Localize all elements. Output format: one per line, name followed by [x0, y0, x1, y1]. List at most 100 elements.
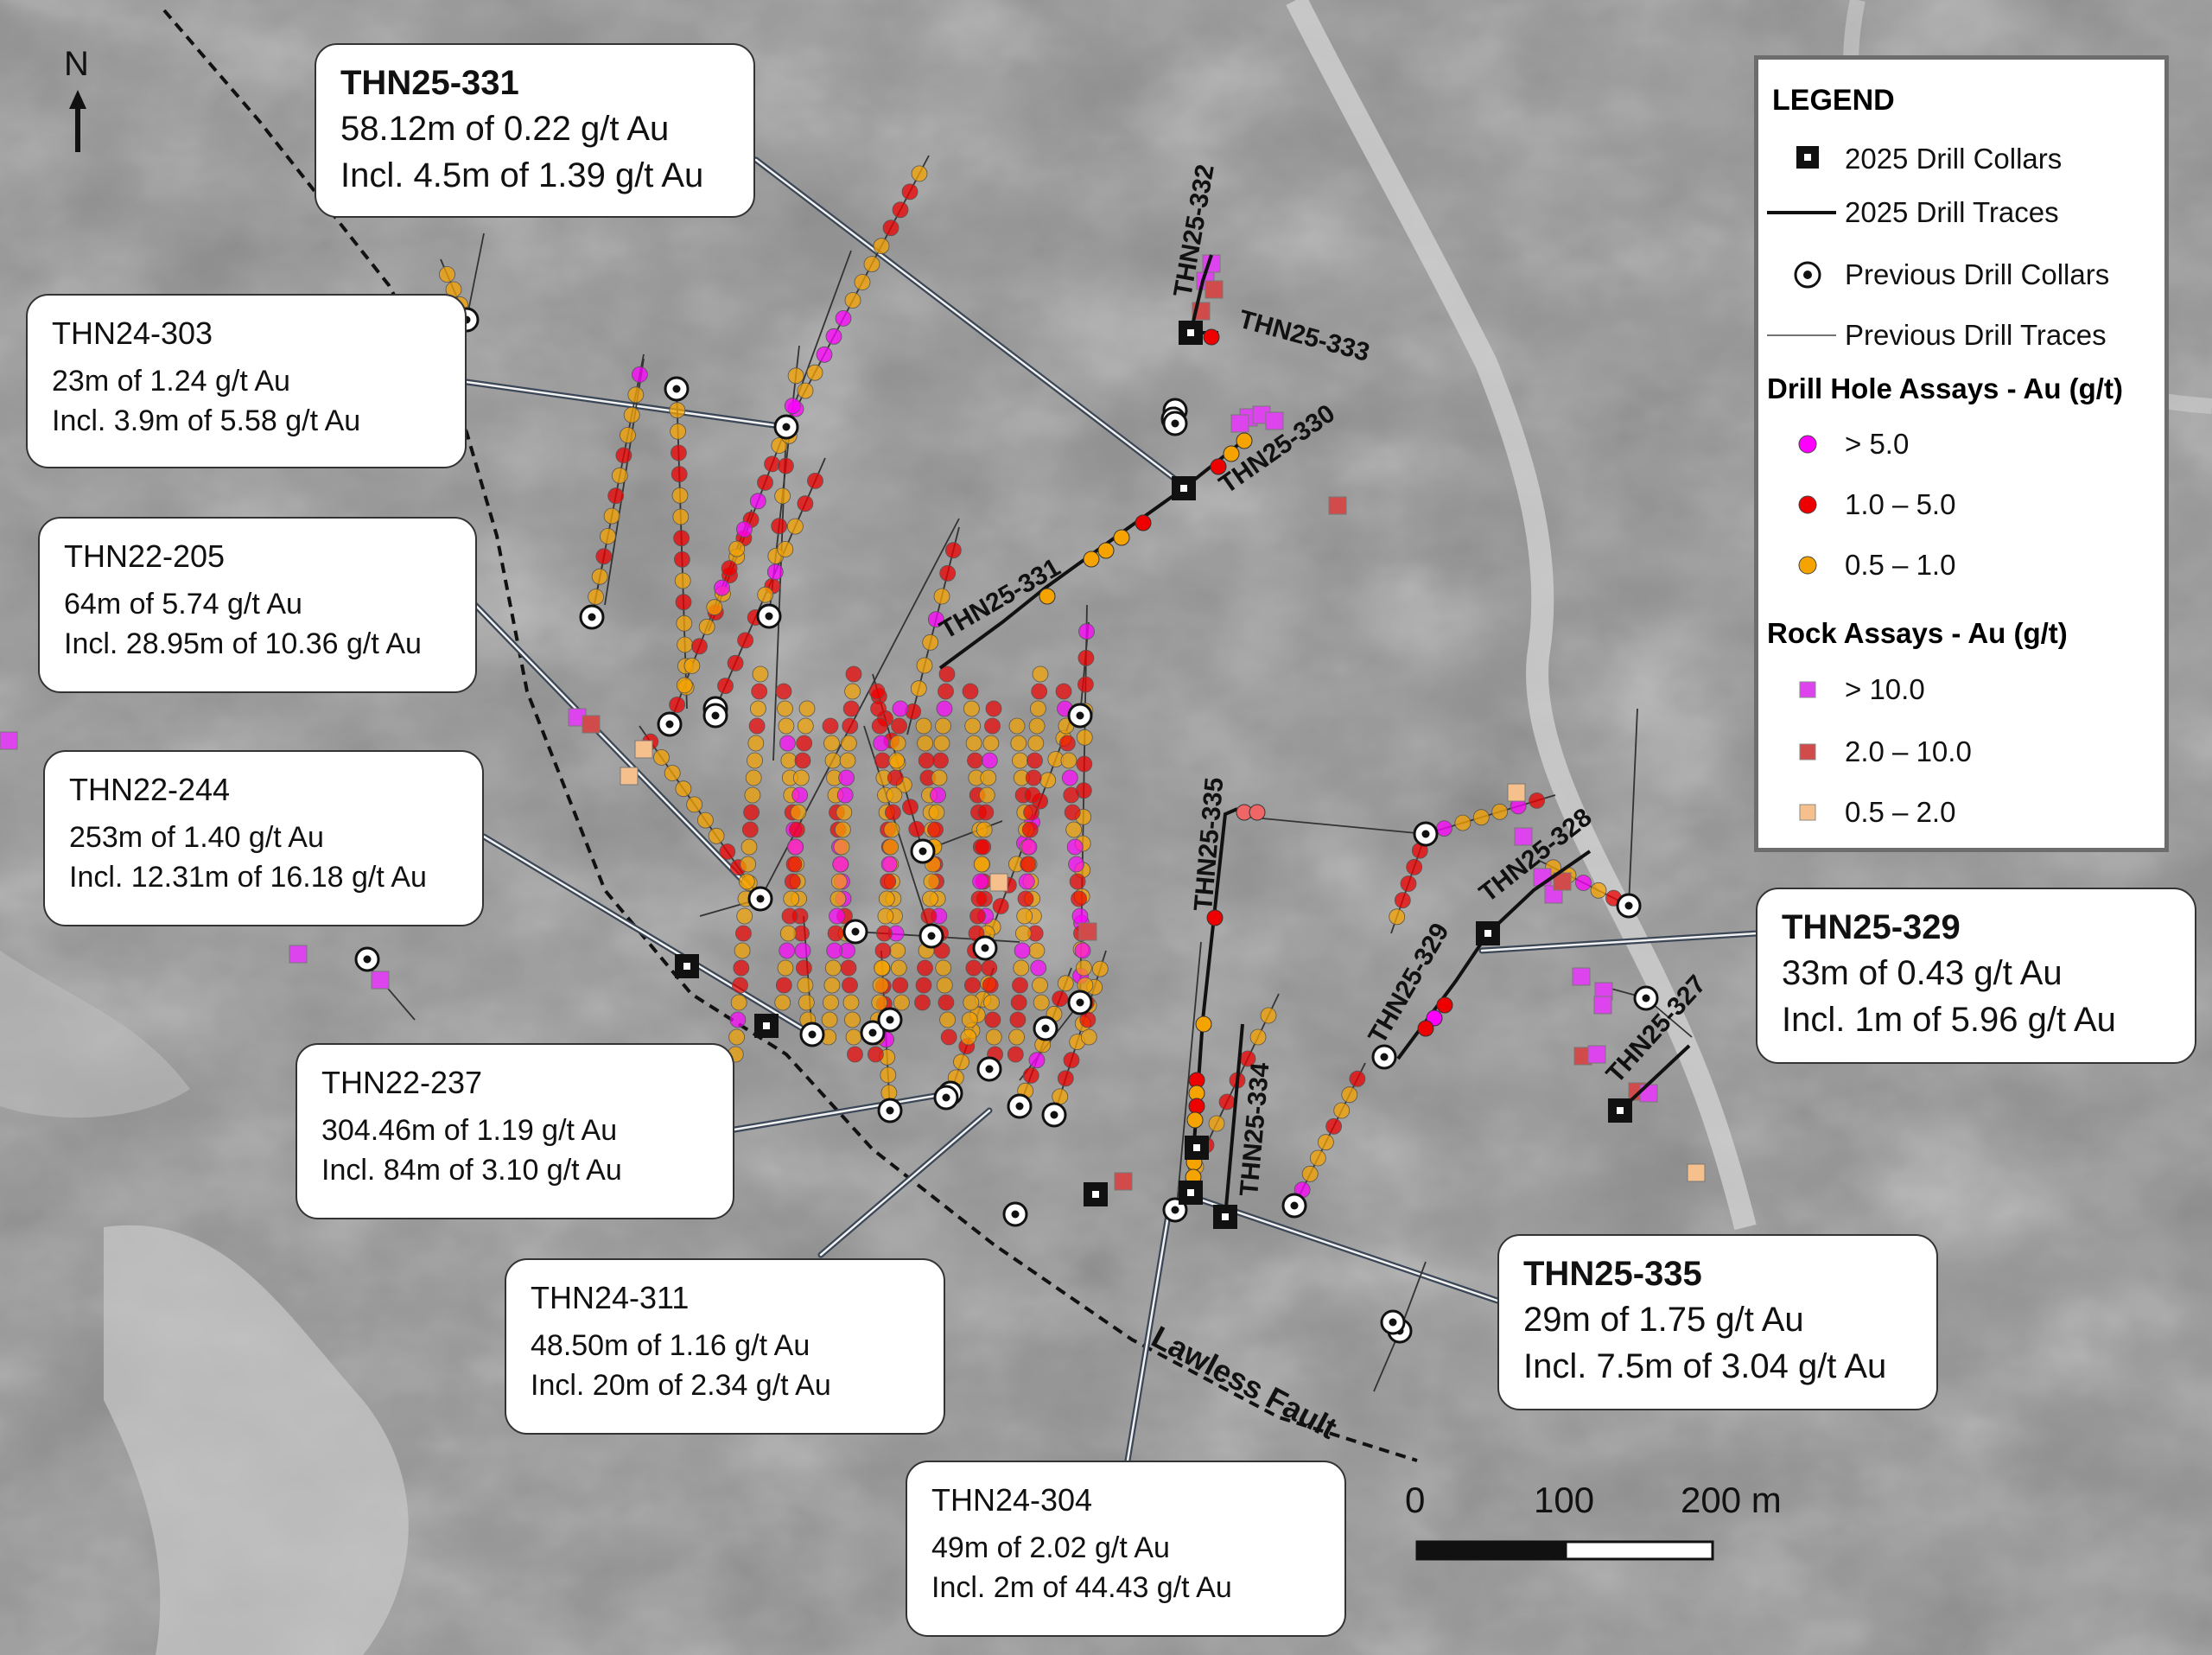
assay-dot [792, 769, 810, 786]
previous-trace [1294, 1062, 1366, 1206]
callout-thn24-304: THN24-304 49m of 2.02 g/t Au Incl. 2m of… [906, 1461, 1346, 1637]
assay-dot [780, 752, 798, 769]
assay-dot [781, 907, 798, 925]
assay-dot [874, 752, 891, 769]
assay-dot [880, 1066, 897, 1084]
assay-dot [1039, 588, 1056, 605]
assay-dot [777, 541, 794, 557]
assay-dot [973, 856, 990, 873]
leader-hl-5 [733, 1092, 952, 1131]
assay-dot [982, 752, 998, 769]
legend-label: 1.0 – 5.0 [1845, 488, 1956, 520]
assay-dot [774, 994, 791, 1011]
leader-hl-9 [1191, 1195, 1499, 1302]
collar-previous-icon [1794, 261, 1821, 289]
assay-dot [824, 752, 842, 769]
previous-collar-center [588, 613, 596, 621]
assay-dot [797, 382, 814, 399]
assay-dot [775, 977, 792, 994]
leader-hl-6 [819, 1109, 991, 1257]
assay-dot [1018, 873, 1035, 890]
assay-dot [970, 890, 988, 907]
assay-dot [832, 856, 849, 873]
assay-dot [840, 959, 857, 977]
assay-dot [1472, 809, 1490, 826]
assay-dot [623, 406, 640, 423]
assay-dot [844, 1011, 861, 1028]
assay-dot [923, 873, 940, 890]
assay-dot [1318, 1134, 1334, 1151]
assay-dot [779, 735, 796, 752]
callout-line: Incl. 20m of 2.34 g/t Au [531, 1369, 831, 1402]
assay-dot [1025, 769, 1042, 786]
scale-bar-graphic [1415, 1540, 1714, 1561]
assay-dot [873, 238, 890, 255]
assay-dot [1031, 683, 1048, 700]
north-arrow: N [60, 45, 95, 157]
legend-item-collar-2025: 2025 Drill Collars [1758, 137, 2164, 181]
assay-dot [960, 1028, 977, 1046]
previous-collar-center [808, 1030, 817, 1039]
assay-dot [1023, 804, 1039, 821]
scale-tick-100: 100 [1534, 1480, 1595, 1520]
assay-dot [676, 614, 693, 632]
rock-assay-square [289, 945, 308, 964]
callout-line: 33m of 0.43 g/t Au [1782, 954, 2063, 992]
legend-label: 0.5 – 2.0 [1845, 796, 1956, 828]
assay-dot [910, 680, 927, 697]
assay-dot [1080, 1028, 1097, 1046]
leader-hl-8 [1480, 932, 1758, 952]
assay-dot [842, 994, 860, 1011]
previous-collar-center [1389, 1318, 1397, 1327]
callout-line: Incl. 1m of 5.96 g/t Au [1782, 1001, 2116, 1039]
callout-title: THN25-329 [1782, 908, 1961, 946]
assay-dot [717, 678, 734, 694]
assay-dot [829, 907, 845, 925]
assay-dot [1027, 735, 1045, 752]
assay-dot [686, 796, 702, 813]
assay-dot [691, 638, 708, 655]
assay-dot [728, 540, 746, 557]
previous-collar-center [1050, 1111, 1058, 1119]
callout-title: THN25-331 [340, 64, 519, 102]
assay-dot [918, 752, 935, 769]
rock-assay-square [1572, 967, 1591, 986]
drill-collars-2025 [675, 321, 1632, 1229]
assay-dot [874, 942, 892, 959]
assay-dot [779, 925, 797, 942]
legend-label: > 5.0 [1845, 428, 1910, 460]
assay-dot [1076, 959, 1092, 977]
assay-dot [735, 925, 752, 942]
assay-dot [882, 220, 899, 237]
assay-dot [796, 959, 812, 977]
scale-bar: 0 100 200 m [1400, 1480, 1806, 1575]
assay-dot [964, 977, 981, 994]
legend-rock-assays-title: Rock Assays - Au (g/t) [1767, 617, 2068, 649]
collar-2025-icon [1796, 146, 1819, 169]
assay-dot [736, 521, 753, 538]
assay-dot [719, 843, 736, 860]
callout-thn25-335: THN25-335 29m of 1.75 g/t Au Incl. 7.5m … [1497, 1234, 1938, 1410]
legend-item-trace-previous: Previous Drill Traces [1758, 314, 2164, 357]
assay-dot [669, 697, 685, 713]
assay-dot [674, 572, 691, 589]
assay-dot [740, 856, 757, 873]
legend-item-rock-high: > 10.0 [1758, 668, 2164, 711]
assay-dot [883, 821, 900, 838]
assay-dot [1021, 821, 1039, 838]
north-label: N [64, 45, 89, 83]
callout-line: 253m of 1.40 g/t Au [69, 821, 324, 854]
assay-dot [845, 1028, 862, 1046]
assay-dot [1236, 432, 1253, 449]
assay-dot [736, 907, 753, 925]
previous-trace [1243, 816, 1427, 835]
assay-dot [914, 994, 931, 1011]
assay-dot [842, 700, 860, 717]
previous-collar-center [918, 847, 927, 856]
previous-trace [785, 155, 930, 428]
callout-thn22-244: THN22-244 253m of 1.40 g/t Au Incl. 12.3… [43, 750, 484, 926]
assay-dot [588, 589, 604, 605]
assay-dot [830, 873, 848, 890]
assay-dot [976, 821, 993, 838]
previous-collar-center [1642, 994, 1650, 1003]
